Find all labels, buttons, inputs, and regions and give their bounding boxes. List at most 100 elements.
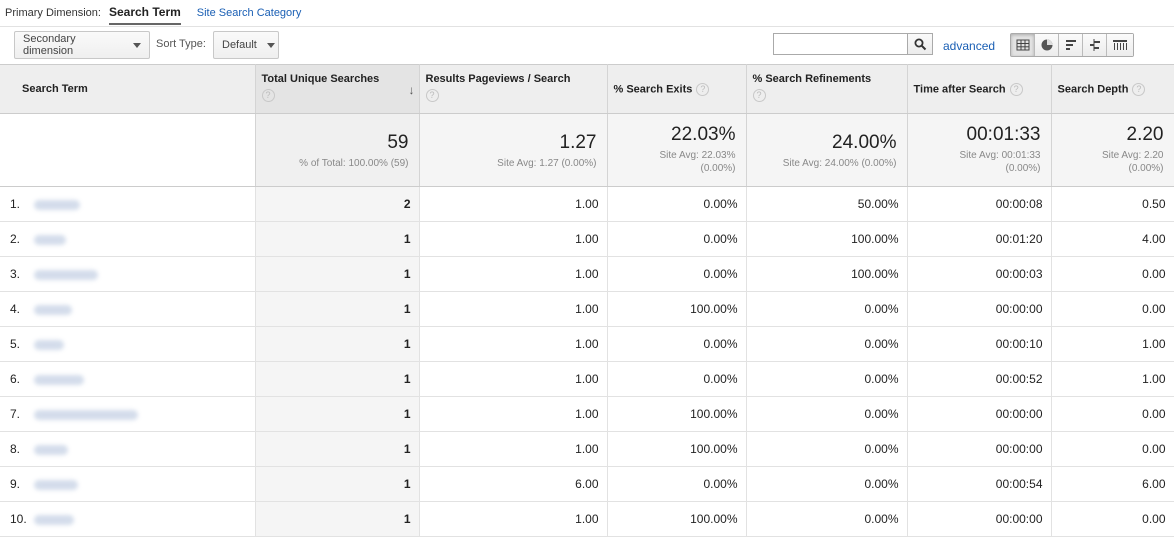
search-term-link-redacted[interactable] [34, 234, 66, 245]
search-depth-cell: 0.00 [1051, 256, 1174, 292]
help-icon[interactable]: ? [261, 89, 275, 102]
search-refinements-cell: 100.00% [746, 221, 908, 257]
search-term-cell: 9. [0, 466, 256, 502]
time-after-search-cell: 00:00:00 [907, 291, 1052, 327]
search-term-cell: 3. [0, 256, 256, 292]
total-unique-searches-cell: 1 [255, 291, 420, 327]
column-header-search-term[interactable]: Search Term [0, 64, 256, 114]
search-term-link-redacted[interactable] [34, 269, 98, 280]
search-term-link-redacted[interactable] [34, 409, 138, 420]
search-depth-cell: 6.00 [1051, 466, 1174, 502]
search-exits-cell: 0.00% [607, 186, 747, 222]
pie-view-icon[interactable] [1035, 34, 1059, 56]
row-index: 6. [10, 372, 21, 386]
table-row: 10. 1 1.00 100.00% 0.00% 00:00:00 0.00 [0, 501, 1174, 537]
secondary-dimension-label: Secondary dimension [23, 33, 76, 57]
column-header-search-refinements[interactable]: % Search Refinements ? [746, 64, 908, 114]
search-refinements-cell: 0.00% [746, 291, 908, 327]
search-term-link-redacted[interactable] [34, 374, 84, 385]
dimension-search-term[interactable]: Search Term [108, 1, 181, 25]
results-pageviews-per-search-cell: 1.00 [419, 256, 608, 292]
caret-down-icon [266, 42, 275, 48]
time-after-search-cell: 00:00:00 [907, 501, 1052, 537]
search-term-link-redacted[interactable] [34, 479, 78, 490]
column-header-search-exits[interactable]: % Search Exits? [607, 64, 747, 114]
column-header-results-pageviews-per-search[interactable]: Results Pageviews / Search ? [419, 64, 608, 114]
help-icon[interactable]: ? [696, 82, 710, 96]
search-exits-cell: 0.00% [607, 326, 747, 362]
primary-dimension-bar: Primary Dimension: Search Term Site Sear… [0, 0, 1174, 26]
results-pageviews-per-search-cell: 1.00 [419, 501, 608, 537]
time-after-search-cell: 00:01:20 [907, 221, 1052, 257]
search-exits-cell: 0.00% [607, 221, 747, 257]
grid-view-icon[interactable] [1011, 34, 1035, 56]
search-depth-cell: 1.00 [1051, 361, 1174, 397]
view-switcher [1010, 33, 1134, 57]
dimension-site-search-category[interactable]: Site Search Category [196, 7, 302, 19]
search-exits-cell: 100.00% [607, 431, 747, 467]
search-refinements-cell: 0.00% [746, 431, 908, 467]
caret-down-icon [133, 42, 141, 48]
search-refinements-cell: 0.00% [746, 361, 908, 397]
search-term-cell: 8. [0, 431, 256, 467]
results-pageviews-per-search-cell: 1.00 [419, 361, 608, 397]
total-unique-searches-cell: 1 [255, 221, 420, 257]
results-pageviews-per-search-cell: 6.00 [419, 466, 608, 502]
search-term-link-redacted[interactable] [34, 339, 64, 350]
row-index: 1. [10, 197, 21, 211]
search-depth-cell: 4.00 [1051, 221, 1174, 257]
total-unique-searches-cell: 1 [255, 256, 420, 292]
total-unique-searches-cell: 1 [255, 326, 420, 362]
search-term-cell: 6. [0, 361, 256, 397]
search-depth-total: 2.20 Site Avg: 2.20 (0.00%) [1051, 113, 1174, 187]
row-index: 5. [10, 337, 21, 351]
primary-dimension-label: Primary Dimension: [5, 7, 101, 19]
column-header-total-unique-searches[interactable]: Total Unique Searches ? ↓ [255, 64, 420, 114]
search-button[interactable] [907, 33, 933, 55]
search-term-link-redacted[interactable] [34, 444, 68, 455]
total-unique-searches-cell: 1 [255, 361, 420, 397]
search-term-link-redacted[interactable] [34, 514, 74, 525]
search-exits-cell: 0.00% [607, 466, 747, 502]
time-after-search-cell: 00:00:10 [907, 326, 1052, 362]
total-unique-searches-cell: 1 [255, 431, 420, 467]
table-row: 2. 1 1.00 0.00% 100.00% 00:01:20 4.00 [0, 221, 1174, 257]
table-row: 5. 1 1.00 0.00% 0.00% 00:00:10 1.00 [0, 326, 1174, 362]
row-index: 10. [10, 512, 27, 526]
results-pageviews-total: 1.27 Site Avg: 1.27 (0.00%) [419, 113, 608, 187]
table-search-input[interactable] [773, 33, 907, 55]
search-term-link-redacted[interactable] [34, 199, 80, 210]
row-index: 9. [10, 477, 21, 491]
time-after-search-cell: 00:00:03 [907, 256, 1052, 292]
sort-type-dropdown[interactable]: Default [213, 31, 279, 59]
results-pageviews-per-search-cell: 1.00 [419, 186, 608, 222]
column-header-time-after-search[interactable]: Time after Search? [907, 64, 1052, 114]
secondary-dimension-dropdown[interactable]: Secondary dimension [14, 31, 150, 59]
help-icon[interactable]: ? [425, 89, 439, 102]
performance-view-icon[interactable] [1059, 34, 1083, 56]
time-after-search-cell: 00:00:00 [907, 396, 1052, 432]
pivot-view-icon[interactable] [1107, 34, 1133, 56]
column-header-search-depth[interactable]: Search Depth? [1051, 64, 1174, 114]
search-term-cell: 1. [0, 186, 256, 222]
search-depth-cell: 0.00 [1051, 291, 1174, 327]
advanced-filter-link[interactable]: advanced [943, 39, 996, 53]
time-after-search-total: 00:01:33 Site Avg: 00:01:33 (0.00%) [907, 113, 1052, 187]
results-pageviews-per-search-cell: 1.00 [419, 396, 608, 432]
search-term-link-redacted[interactable] [34, 304, 72, 315]
help-icon[interactable]: ? [1009, 82, 1023, 96]
totals-row: 59 % of Total: 100.00% (59) 1.27 Site Av… [0, 113, 1174, 187]
table-row: 7. 1 1.00 100.00% 0.00% 00:00:00 0.00 [0, 396, 1174, 432]
search-refinements-total: 24.00% Site Avg: 24.00% (0.00%) [746, 113, 908, 187]
help-icon[interactable]: ? [1132, 82, 1146, 96]
search-exits-cell: 0.00% [607, 361, 747, 397]
report-toolbar: Secondary dimension Sort Type: Default a… [0, 26, 1174, 64]
comparison-view-icon[interactable] [1083, 34, 1107, 56]
search-term-cell: 5. [0, 326, 256, 362]
search-term-cell: 10. [0, 501, 256, 537]
search-exits-cell: 100.00% [607, 396, 747, 432]
search-term-cell: 2. [0, 221, 256, 257]
table-row: 9. 1 6.00 0.00% 0.00% 00:00:54 6.00 [0, 466, 1174, 502]
search-refinements-cell: 0.00% [746, 466, 908, 502]
help-icon[interactable]: ? [752, 89, 766, 102]
